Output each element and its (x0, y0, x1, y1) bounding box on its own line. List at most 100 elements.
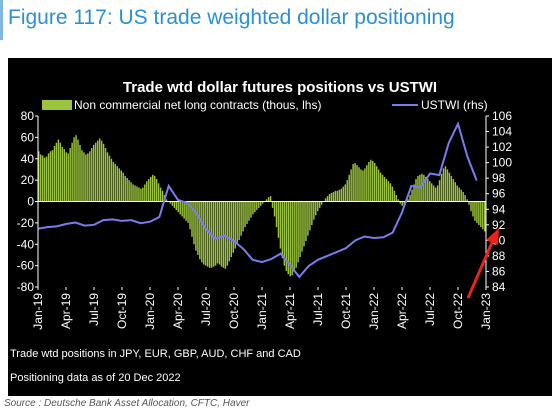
bar (142, 187, 144, 202)
bar (374, 163, 376, 202)
bar (432, 185, 435, 202)
source-text: Source : Deutsche Bank Asset Allocation,… (4, 398, 250, 409)
bar (476, 201, 478, 223)
bar (383, 176, 386, 202)
bar (379, 172, 382, 202)
bar (220, 201, 223, 267)
bar (309, 201, 311, 231)
left-tick-label: 40 (21, 152, 35, 166)
bar (89, 151, 91, 202)
bar (370, 159, 372, 202)
bar (395, 195, 398, 202)
bar (252, 201, 254, 215)
bar (110, 158, 113, 202)
bar (340, 188, 343, 202)
bar (350, 169, 352, 202)
bar (45, 156, 48, 202)
bar (132, 184, 134, 202)
bar (330, 192, 333, 202)
right-tick-label: 96 (492, 187, 506, 201)
bar (183, 201, 185, 219)
bar (244, 201, 246, 228)
bar (126, 177, 128, 202)
bar (73, 137, 75, 202)
bar (305, 201, 307, 242)
bar (299, 201, 301, 258)
bar (313, 201, 315, 220)
left-tick-label: 60 (21, 130, 35, 144)
bar (49, 151, 52, 202)
bar (106, 152, 109, 202)
bar (315, 201, 317, 216)
bar (185, 201, 187, 221)
bar (175, 201, 177, 211)
bar (199, 201, 201, 260)
bar (262, 201, 264, 204)
bar (484, 201, 486, 232)
bar (409, 195, 411, 202)
bar (260, 201, 262, 206)
bar (234, 201, 236, 249)
bar (59, 142, 62, 202)
bar (246, 201, 248, 224)
bar (53, 145, 56, 202)
bar (161, 190, 164, 202)
bar (360, 169, 362, 202)
right-tick-label: 100 (492, 156, 512, 170)
bar (96, 140, 99, 202)
bar (415, 179, 417, 202)
bar (38, 151, 40, 202)
bar (151, 174, 154, 202)
bar (216, 201, 219, 264)
bar (114, 164, 117, 202)
bar (201, 201, 203, 263)
note-date: Positioning data as of 20 Dec 2022 (10, 372, 181, 384)
bar (423, 174, 425, 202)
bar (307, 201, 309, 236)
bar (354, 163, 356, 202)
bar (401, 201, 403, 206)
legend-line-label: USTWI (rhs) (421, 98, 488, 112)
bar (381, 174, 384, 202)
bar (134, 185, 136, 202)
bar (242, 201, 244, 232)
bar (136, 186, 138, 202)
bar (138, 187, 140, 202)
x-tick-label: Jul-21 (311, 293, 325, 326)
bar (159, 187, 162, 202)
bar (267, 197, 270, 202)
figure-title: Figure 117: US trade weighted dollar pos… (8, 6, 455, 29)
bar (236, 201, 238, 245)
bar (362, 170, 364, 202)
bar (98, 138, 101, 202)
x-tick-label: Apr-22 (395, 293, 409, 329)
left-tick-label: 80 (21, 109, 35, 123)
bar (171, 201, 174, 206)
bar (148, 179, 150, 202)
bar (226, 201, 229, 266)
bar (342, 186, 345, 202)
left-tick-label: -20 (17, 216, 35, 230)
bar (444, 166, 447, 202)
bar (320, 201, 323, 205)
legend-bars-swatch (42, 100, 72, 110)
bar (429, 181, 431, 202)
x-tick-label: Jul-22 (423, 293, 437, 326)
bar (93, 144, 95, 202)
chart-svg: Trade wtd dollar futures positions vs US… (17, 79, 513, 330)
bar (94, 142, 97, 202)
bar (375, 166, 378, 202)
bar (69, 148, 71, 202)
bar (297, 201, 299, 263)
bar (413, 184, 415, 202)
bar (230, 201, 233, 258)
bar (146, 181, 148, 202)
bar (438, 180, 441, 202)
right-tick-label: 92 (492, 218, 506, 232)
x-tick-label: Apr-19 (59, 293, 73, 329)
bar (63, 149, 65, 202)
bar (425, 176, 427, 202)
left-tick-label: 20 (21, 173, 35, 187)
bar (293, 201, 295, 273)
bar (372, 160, 374, 202)
